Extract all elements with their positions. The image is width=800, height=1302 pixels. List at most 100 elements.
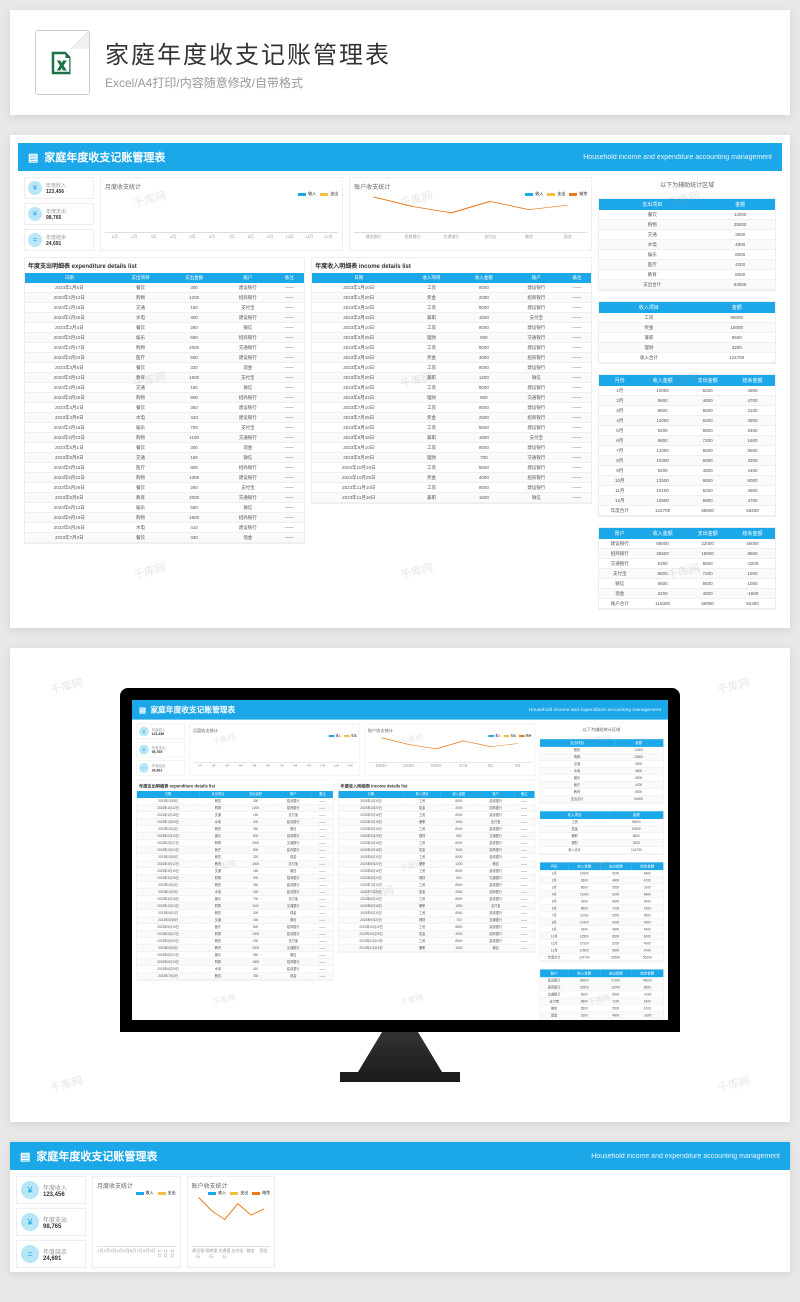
table-cell: 4800 <box>685 396 730 406</box>
table-cell: 交通银行 <box>274 903 312 910</box>
sheet-header: ▤家庭年度收支记账管理表 Household income and expend… <box>18 143 782 171</box>
table-cell: 2023年4月2日 <box>137 882 199 889</box>
table-header: 收入金额 <box>440 791 477 798</box>
table-row: 2023年5月8日交通160微信—— <box>137 917 333 924</box>
table-cell: 2023年3月25日 <box>312 333 405 343</box>
table-cell: 招商银行 <box>477 847 514 854</box>
table-cell: —— <box>312 938 333 945</box>
table-cell: —— <box>563 453 592 463</box>
table-cell: 10月 <box>540 933 569 940</box>
table-cell: 交通银行 <box>477 917 514 924</box>
table-cell: 4700 <box>632 947 664 954</box>
table-cell: 8800 <box>569 998 601 1005</box>
table-cell: 2023年1月12日 <box>137 805 199 812</box>
table-cell: 娱乐 <box>199 833 237 840</box>
table-cell: 5500 <box>685 406 730 416</box>
table-cell: 工资 <box>404 882 441 889</box>
table-cell: 11月 <box>599 486 640 496</box>
table-cell: 52300 <box>632 1019 664 1020</box>
table-cell: 建设银行 <box>274 931 312 938</box>
table-cell: 2023年4月9日 <box>137 889 199 896</box>
table-cell: 8000 <box>458 383 510 393</box>
table-row: 2023年5月20日兼职1200微信—— <box>338 861 534 868</box>
table-cell: 1000 <box>632 1005 664 1012</box>
kpi-label: 年度收入 <box>152 727 166 732</box>
table-cell: 微信 <box>274 917 312 924</box>
table-row: 2023年11月10日工资8500建设银行—— <box>338 938 534 945</box>
table-cell: 1200 <box>458 373 510 383</box>
kpi-column: ¥ 年度收入123,456 ¥ 年度支出98,765 = 年度结余24,691 <box>16 1176 86 1268</box>
table-row: 2023年2月3日餐饮280微信—— <box>137 826 333 833</box>
table-cell: 52300 <box>730 599 775 609</box>
table-row: 交通3500 <box>599 230 775 240</box>
table-cell: 124700 <box>569 954 601 961</box>
table-cell: 教育 <box>199 861 237 868</box>
table-cell: 招商银行 <box>274 875 312 882</box>
table-cell: 2023年8月18日 <box>312 433 405 443</box>
table-header: 支出项目 <box>114 273 168 283</box>
table-cell: 280 <box>167 323 221 333</box>
table-cell: 账户合计 <box>540 1019 569 1020</box>
table-header: 收入项目 <box>599 302 698 313</box>
data-table: 月份收入金额支出金额结余金额1月10000520048002月950048004… <box>540 862 663 961</box>
table-cell: 支付宝 <box>274 812 312 819</box>
table-cell: 2023年4月9日 <box>25 413 114 423</box>
table-cell: 2023年3月26日 <box>137 875 199 882</box>
table-cell: 娱乐 <box>199 896 237 903</box>
table-cell: 8000 <box>440 826 477 833</box>
hero-title: 家庭年度收支记账管理表 <box>105 35 391 70</box>
table-cell: 5800 <box>685 496 730 506</box>
table-cell: 1月 <box>540 870 569 877</box>
table-cell: 2023年2月24日 <box>25 353 114 363</box>
table-cell: 4300 <box>632 919 664 926</box>
table-cell: 320 <box>237 854 275 861</box>
table-cell: 年度合计 <box>599 506 640 516</box>
table-cell: 68000 <box>640 539 685 549</box>
table-cell: 招商银行 <box>274 805 312 812</box>
table-cell: —— <box>514 931 534 938</box>
table-cell: 12500 <box>569 933 601 940</box>
table-row: 2023年2月10日工资8000建设银行—— <box>312 303 591 313</box>
table-cell: 购物 <box>114 343 168 353</box>
table-cell: 2023年10月10日 <box>312 463 405 473</box>
chart-body: 收入支出结余 <box>354 193 587 233</box>
table-cell: 微信 <box>274 868 312 875</box>
table-row: 10月1250065006000 <box>540 933 663 940</box>
table-cell: 建设银行 <box>221 313 275 323</box>
table-row: 5月920058003400 <box>599 426 775 436</box>
table-header: 收入金额 <box>640 528 685 539</box>
table-cell: —— <box>514 826 534 833</box>
table-row: 2023年3月26日购物900招商银行—— <box>137 875 333 882</box>
table-cell: 2000 <box>167 493 221 503</box>
table-row: 现金32004800-1600 <box>540 1012 663 1019</box>
table-cell: 2023年5月8日 <box>25 453 114 463</box>
kpi-label: 年度结余 <box>43 1247 67 1256</box>
table-cell: 8500 <box>440 882 477 889</box>
table-row: 2023年1月25日水电400建设银行—— <box>25 313 304 323</box>
table-row: 账户合计1183006600052300 <box>599 599 775 609</box>
kpi-icon: = <box>28 233 42 247</box>
table-cell: 购物 <box>114 293 168 303</box>
side-title: 以下为辅助统计区域 <box>598 177 776 192</box>
table-cell: —— <box>275 433 305 443</box>
table-row: 2023年2月10日娱乐600招商银行—— <box>25 333 304 343</box>
table-cell: 2023年3月10日 <box>338 826 403 833</box>
kpi-card: ¥ 年度支出98,765 <box>16 1208 86 1236</box>
table-row: 2023年1月20日奖金2000招商银行—— <box>312 293 591 303</box>
table-row: 11月1010052004900 <box>599 486 775 496</box>
table-cell: 5800 <box>600 947 632 954</box>
table-cell: —— <box>563 463 592 473</box>
table-cell: —— <box>563 473 592 483</box>
table-cell: —— <box>312 910 333 917</box>
table-cell: 支出合计 <box>599 280 705 290</box>
watermark: 千库网 <box>48 674 84 698</box>
table-cell: 2023年4月16日 <box>137 896 199 903</box>
kpi-card: ¥ 年度收入123,456 <box>16 1176 86 1204</box>
sheet-logo-icon: ▤ <box>139 705 146 714</box>
sheet-subtitle: Household income and expenditure account… <box>583 154 772 161</box>
table-header: 结余金额 <box>632 862 664 870</box>
table-cell: 招商银行 <box>510 473 562 483</box>
table-row: 工资98000 <box>540 819 663 826</box>
table-cell: 4000 <box>458 473 510 483</box>
table-cell: 餐饮 <box>199 854 237 861</box>
